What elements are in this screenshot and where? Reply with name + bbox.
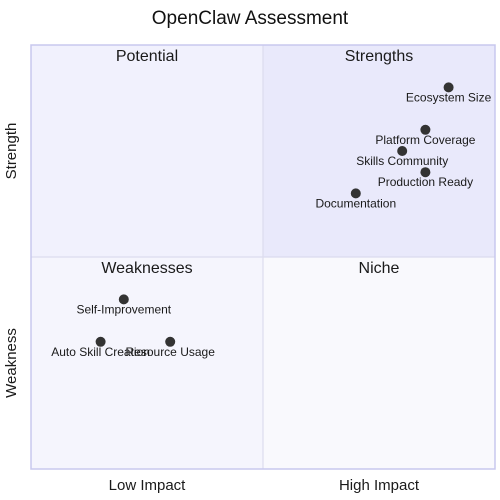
data-point-auto-skill-creation [95,336,106,347]
quadrant-title-potential: Potential [116,48,178,65]
data-point-self-improvement [118,294,129,305]
data-point-skills-community [397,146,408,156]
quadrant-top-left-bg [31,45,263,257]
plot-border [30,44,496,470]
data-point-label-skills-community: Skills Community [356,154,448,168]
y-axis-high-label: Strength [3,123,20,180]
quadrant-title-weaknesses: Weaknesses [101,260,192,277]
data-point-production-ready [420,167,431,178]
data-point-resource-usage [165,336,176,347]
quadrant-title-niche: Niche [359,260,400,277]
data-point-documentation [350,188,361,199]
data-point-label-auto-skill-creation: Auto Skill Creation [51,345,150,359]
data-point-label-resource-usage: Resource Usage [126,345,216,359]
data-point-label-platform-coverage: Platform Coverage [375,133,475,147]
data-point-label-production-ready: Production Ready [378,175,473,189]
x-axis-high-label: High Impact [339,477,420,494]
data-point-platform-coverage [420,124,431,135]
data-point-ecosystem-size [443,82,454,93]
quadrant-title-strengths: Strengths [345,48,413,65]
chart-title: OpenClaw Assessment [152,8,349,29]
quadrant-top-right-bg [263,45,495,257]
data-points-group: Ecosystem Size Platform Coverage Skills Co… [51,82,492,359]
data-point-label-ecosystem-size: Ecosystem Size [406,90,492,104]
y-axis-low-label: Weakness [3,328,20,398]
x-axis-low-label: Low Impact [109,477,187,494]
quadrant-bottom-right-bg [263,257,495,469]
quadrant-bottom-left-bg [31,257,263,469]
data-point-label-self-improvement: Self-Improvement [76,302,171,316]
data-point-label-documentation: Documentation [315,196,396,210]
